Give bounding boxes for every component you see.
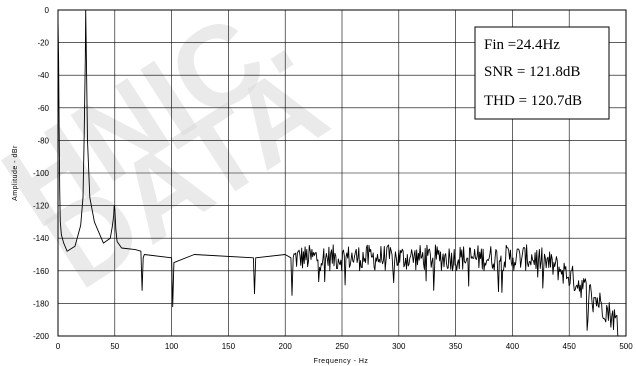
x-tick-label: 400: [506, 342, 520, 351]
y-tick-label: -60: [37, 104, 49, 113]
annotation-thd: THD = 120.7dB: [484, 93, 582, 109]
x-tick-label: 100: [165, 342, 179, 351]
y-tick-label: -200: [33, 332, 50, 341]
y-axis-title: Amplitude - dBr: [12, 145, 19, 201]
annotation-fin: Fin =24.4Hz: [484, 37, 560, 53]
annotation-snr: SNR = 121.8dB: [484, 64, 580, 80]
y-tick-label: -160: [33, 267, 50, 276]
plot-frame: [57, 9, 627, 337]
x-tick-label: 300: [392, 342, 406, 351]
x-axis-ticks: 0 50 100 150 200 250 300 350 400 450 500: [56, 342, 633, 351]
x-tick-label: 200: [279, 342, 293, 351]
x-tick-label: 150: [222, 342, 236, 351]
y-tick-label: -180: [33, 299, 50, 308]
y-axis-ticks: 0 -20 -40 -60 -80 -100 -120 -140 -160 -180 -200: [33, 6, 50, 341]
x-axis-title: Frequency - Hz: [314, 358, 369, 365]
spectrum-trace: [57, 9, 619, 337]
y-tick-label: -140: [33, 234, 50, 243]
x-tick-label: 50: [110, 342, 119, 351]
y-tick-label: 0: [45, 6, 50, 15]
x-tick-label: 450: [563, 342, 577, 351]
y-tick-label: -40: [37, 71, 49, 80]
x-tick-label: 500: [619, 342, 633, 351]
annotation-box: Fin =24.4Hz SNR = 121.8dB THD = 120.7dB: [474, 26, 610, 120]
annotation-frame: [474, 26, 610, 120]
watermark: HNIC. DATA: [0, 0, 348, 313]
x-tick-label: 250: [335, 342, 349, 351]
x-tick-label: 350: [449, 342, 463, 351]
y-tick-label: -100: [33, 169, 50, 178]
y-tick-label: -20: [37, 39, 49, 48]
x-tick-label: 0: [56, 342, 61, 351]
y-tick-label: -80: [37, 136, 49, 145]
y-tick-label: -120: [33, 202, 50, 211]
